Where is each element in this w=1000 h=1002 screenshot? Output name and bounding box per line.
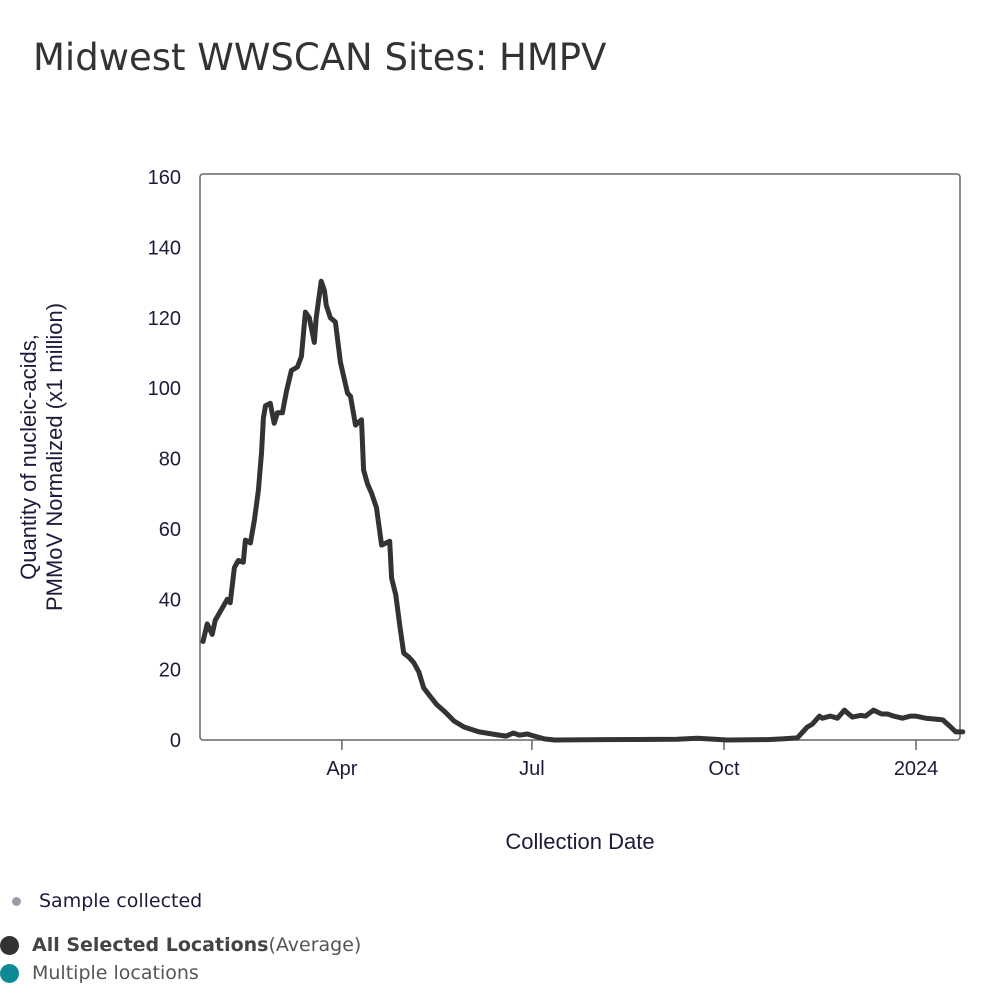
x-tick-label: Oct bbox=[708, 758, 740, 780]
y-tick-label: 120 bbox=[148, 308, 181, 330]
chart-title: Midwest WWSCAN Sites: HMPV bbox=[33, 36, 607, 79]
y-axis-title-line-1: Quantity of nucleic-acids, bbox=[16, 334, 41, 580]
x-axis-ticks: Apr Jul Oct 2024 bbox=[326, 740, 938, 780]
y-tick-label: 80 bbox=[159, 449, 181, 471]
series-dot-icon bbox=[0, 963, 19, 983]
y-tick-label: 140 bbox=[148, 237, 181, 259]
y-tick-label: 160 bbox=[148, 167, 181, 189]
legend-item-all-selected-locations[interactable]: All Selected Locations (Average) bbox=[0, 934, 361, 956]
legend-sample-label: Sample collected bbox=[39, 890, 203, 912]
y-axis-title: Quantity of nucleic-acids, PMMoV Normali… bbox=[16, 303, 67, 611]
sample-dot-icon bbox=[12, 896, 21, 906]
series-group bbox=[200, 278, 966, 743]
y-axis-title-line-2: PMMoV Normalized (x1 million) bbox=[42, 303, 67, 611]
x-tick-label: 2024 bbox=[894, 758, 939, 780]
y-tick-label: 100 bbox=[148, 378, 181, 400]
y-tick-label: 20 bbox=[159, 660, 181, 682]
y-axis-ticks: 0 20 40 60 80 100 120 140 160 bbox=[148, 167, 181, 752]
chart-svg: 0 20 40 60 80 100 120 140 160 Apr Jul Oct 2024 Coll… bbox=[16, 167, 966, 854]
legend-item-label: Multiple locations bbox=[32, 962, 199, 984]
series-dot-icon bbox=[0, 935, 19, 955]
x-axis-title: Collection Date bbox=[505, 829, 654, 854]
legend-item-multiple-locations[interactable]: Multiple locations bbox=[0, 962, 199, 984]
series-line-all-selected-locations[interactable] bbox=[200, 278, 966, 743]
y-tick-label: 0 bbox=[170, 730, 181, 752]
legend-item-suffix: (Average) bbox=[268, 934, 362, 956]
plot-area-frame bbox=[199, 173, 961, 741]
y-tick-label: 40 bbox=[159, 589, 181, 611]
x-tick-label: Jul bbox=[519, 758, 545, 780]
legend-item-bold-label: All Selected Locations bbox=[32, 934, 269, 956]
x-tick-label: Apr bbox=[326, 758, 357, 780]
y-tick-label: 60 bbox=[159, 519, 181, 541]
legend-sample-collected[interactable]: Sample collected bbox=[12, 890, 202, 912]
